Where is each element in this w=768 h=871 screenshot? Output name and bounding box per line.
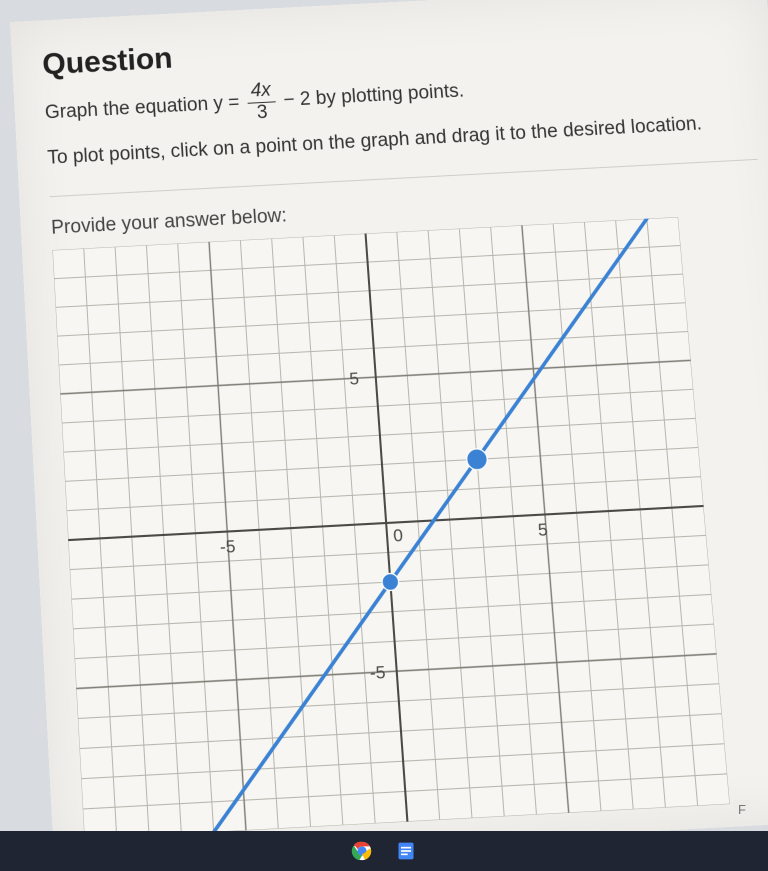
svg-text:0: 0 (393, 525, 404, 546)
graph-svg[interactable]: -5 5 -5 5 0 (52, 217, 729, 839)
graph-canvas[interactable]: -5 5 -5 5 0 (52, 217, 729, 839)
chrome-icon[interactable] (351, 840, 373, 862)
fraction: 4x 3 (246, 80, 277, 124)
taskbar[interactable] (0, 831, 768, 871)
docs-icon[interactable] (395, 840, 417, 862)
fraction-denominator: 3 (252, 102, 272, 124)
svg-text:5: 5 (537, 519, 548, 540)
fraction-numerator: 4x (246, 80, 276, 103)
svg-text:-5: -5 (369, 662, 386, 683)
svg-text:5: 5 (349, 368, 360, 388)
prompt-suffix: − 2 by plotting points. (283, 78, 465, 114)
svg-text:-5: -5 (219, 536, 236, 557)
plot-point-0[interactable] (382, 573, 400, 591)
question-card: Question Graph the equation y = 4x 3 − 2… (10, 0, 768, 864)
corner-badge: F (734, 800, 750, 819)
prompt-prefix: Graph the equation y = (44, 90, 240, 127)
